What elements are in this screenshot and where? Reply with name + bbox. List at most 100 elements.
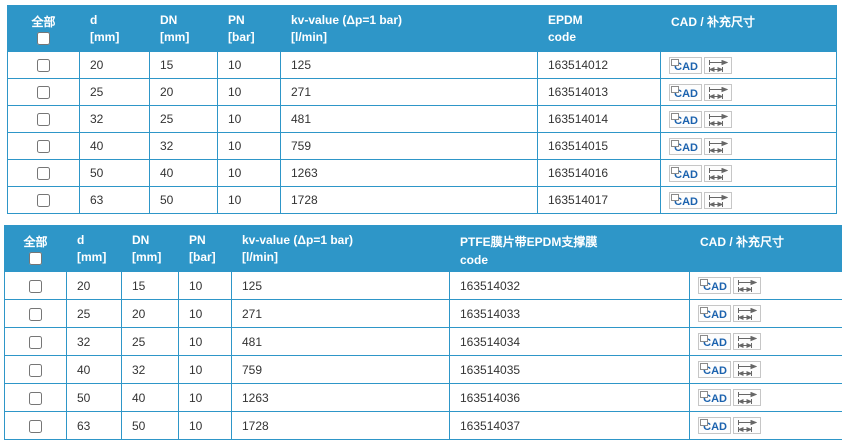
cell-pn: 10 [179,272,232,300]
cad-cube-icon [671,167,679,174]
row-checkbox[interactable] [29,308,42,321]
dimensions-icon[interactable] [704,57,732,74]
col-header-dn: DN [mm] [122,226,179,272]
cad-download-button[interactable]: CAD [669,138,702,155]
cell-dn: 40 [150,160,218,187]
dimensions-icon[interactable] [733,333,761,350]
dimensions-icon[interactable] [704,84,732,101]
row-checkbox[interactable] [37,86,50,99]
cad-download-button[interactable]: CAD [698,417,731,434]
cad-cube-icon [671,113,679,120]
cell-d: 25 [67,300,122,328]
row-checkbox[interactable] [37,59,50,72]
cell-kv: 1263 [281,160,538,187]
cad-cube-icon [700,335,708,342]
row-checkbox[interactable] [29,364,42,377]
select-all-checkbox[interactable] [37,32,50,45]
dimensions-icon[interactable] [733,277,761,294]
cell-pn: 10 [179,300,232,328]
row-checkbox[interactable] [37,113,50,126]
dimensions-icon[interactable] [733,361,761,378]
product-table-ptfe: 全部 d [mm] DN [mm] PN [bar] kv-value (Δp=… [4,225,842,440]
cell-cad: CAD [661,187,837,214]
cad-cube-icon [671,59,679,66]
row-checkbox[interactable] [37,140,50,153]
product-table-epdm: 全部 d [mm] DN [mm] PN [bar] kv-value (Δp=… [7,5,837,214]
col-header-pn: PN [bar] [218,6,281,52]
dimensions-icon[interactable] [733,417,761,434]
cell-cad: CAD [661,160,837,187]
cad-download-button[interactable]: CAD [669,84,702,101]
cell-cad: CAD [661,106,837,133]
dimensions-icon[interactable] [704,138,732,155]
col-header-kv: kv-value (Δp=1 bar) [l/min] [232,226,450,272]
cell-dn: 50 [122,412,179,440]
cell-d: 32 [80,106,150,133]
cad-download-button[interactable]: CAD [698,361,731,378]
cad-download-button[interactable]: CAD [698,305,731,322]
cell-pn: 10 [218,133,281,160]
cell-dn: 25 [122,328,179,356]
cad-download-button[interactable]: CAD [698,277,731,294]
select-all-label: 全部 [8,13,79,30]
cell-d: 20 [67,272,122,300]
cad-cube-icon [700,307,708,314]
cell-kv: 125 [281,52,538,79]
row-checkbox[interactable] [37,194,50,207]
col-header-cad: CAD / 补充尺寸 [690,226,842,272]
cell-d: 40 [80,133,150,160]
cad-download-button[interactable]: CAD [669,165,702,182]
row-checkbox[interactable] [29,336,42,349]
cell-pn: 10 [218,160,281,187]
dimensions-icon[interactable] [733,389,761,406]
col-header-d: d [mm] [67,226,122,272]
cad-cube-icon [700,363,708,370]
row-checkbox[interactable] [29,420,42,433]
cell-cad: CAD [690,272,842,300]
dimensions-icon[interactable] [733,305,761,322]
row-checkbox[interactable] [29,280,42,293]
dimensions-icon[interactable] [704,165,732,182]
row-select-cell [5,328,67,356]
cell-kv: 1728 [232,412,450,440]
row-checkbox[interactable] [29,392,42,405]
cad-download-button[interactable]: CAD [698,389,731,406]
col-header-kv: kv-value (Δp=1 bar) [l/min] [281,6,538,52]
cad-download-button[interactable]: CAD [669,192,702,209]
cell-d: 32 [67,328,122,356]
cell-cad: CAD [661,133,837,160]
row-select-cell [8,160,80,187]
cell-cad: CAD [690,328,842,356]
row-select-cell [5,412,67,440]
cell-dn: 50 [150,187,218,214]
cad-cube-icon [671,86,679,93]
cad-download-button[interactable]: CAD [669,57,702,74]
cell-code: 163514014 [538,106,661,133]
cad-cube-icon [700,279,708,286]
cell-cad: CAD [690,384,842,412]
select-all-header: 全部 [8,6,80,52]
select-all-checkbox[interactable] [29,252,42,265]
cad-download-button[interactable]: CAD [698,333,731,350]
row-select-cell [8,79,80,106]
cell-pn: 10 [218,106,281,133]
cad-cube-icon [700,419,708,426]
cell-dn: 20 [122,300,179,328]
cad-download-button[interactable]: CAD [669,111,702,128]
cell-d: 63 [80,187,150,214]
dimensions-icon[interactable] [704,111,732,128]
cell-dn: 32 [122,356,179,384]
dimensions-icon[interactable] [704,192,732,209]
cell-code: 163514016 [538,160,661,187]
table-header-row: 全部 d [mm] DN [mm] PN [bar] kv-value (Δp=… [5,226,842,272]
cell-d: 20 [80,52,150,79]
cell-kv: 481 [281,106,538,133]
row-checkbox[interactable] [37,167,50,180]
cell-d: 25 [80,79,150,106]
